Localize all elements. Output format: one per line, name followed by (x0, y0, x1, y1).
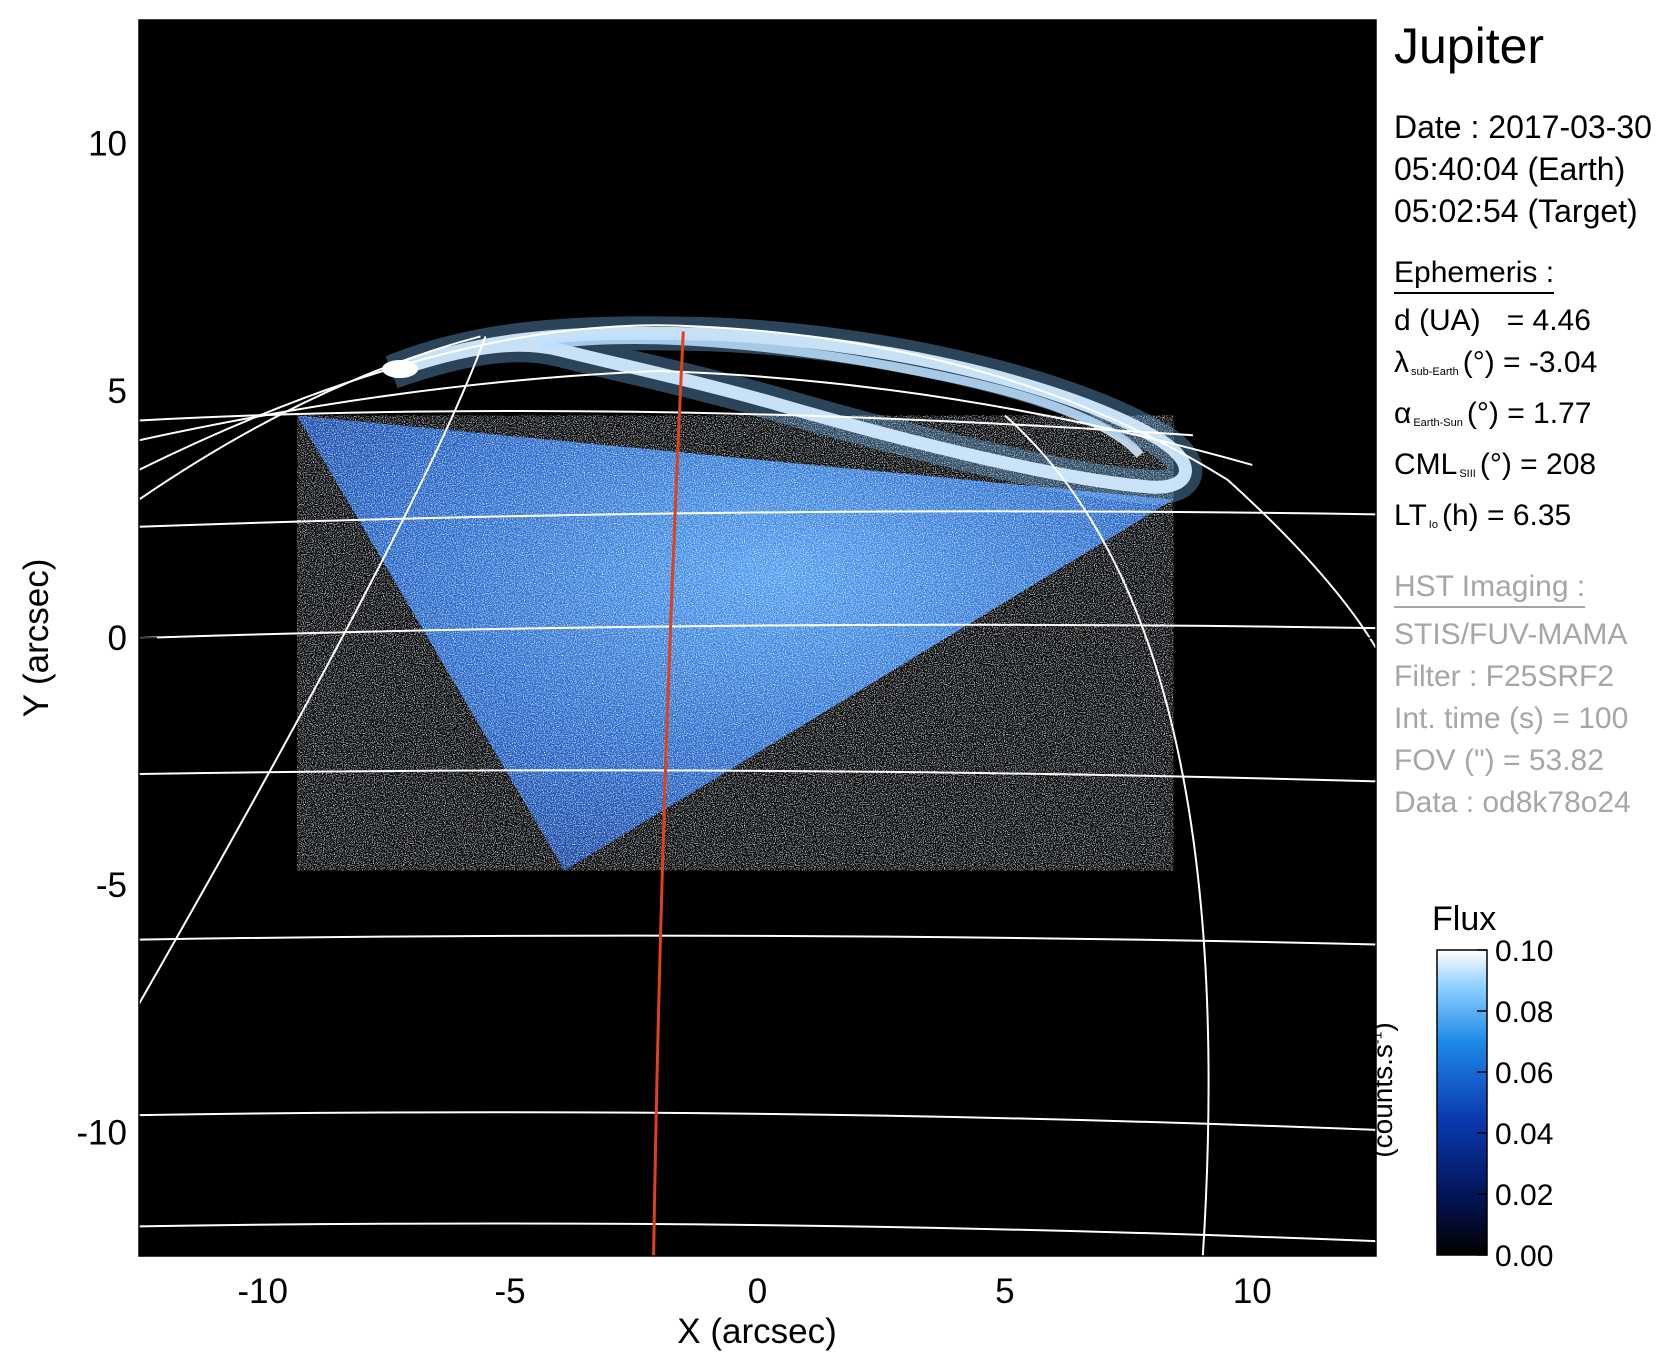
ephemeris-cml: CML SIII (°) = 208 (1394, 444, 1676, 495)
ephemeris-header: Ephemeris : (1394, 254, 1555, 294)
colorbar-unit-sup: -1 (1368, 1031, 1385, 1045)
observed-region-noise (297, 415, 1174, 871)
latitude-line (139, 409, 1193, 437)
hst-block: HST Imaging : STIS/FUV-MAMA Filter : F25… (1394, 566, 1676, 824)
lt-value: (h) = 6.35 (1441, 499, 1572, 532)
target-title: Jupiter (1394, 18, 1545, 74)
cml-value: (°) = 208 (1479, 448, 1597, 481)
auroral-oval (382, 316, 1203, 505)
colorbar-title: Flux (1432, 900, 1497, 938)
longitude-line (139, 336, 487, 1005)
x-tick-label: 10 (1233, 1272, 1272, 1311)
hst-header: HST Imaging : (1394, 568, 1586, 608)
y-tick-label: 10 (88, 125, 127, 164)
colorbar-tick-label: 0.08 (1495, 996, 1553, 1029)
colorbar-tick-label: 0.00 (1495, 1240, 1553, 1273)
colorbar-tick-label: 0.02 (1495, 1179, 1553, 1212)
hst-filter: Filter : F25SRF2 (1394, 660, 1615, 693)
y-axis-label: Y (arcsec) (17, 559, 56, 718)
x-tick-label: -5 (495, 1272, 526, 1311)
lambda-symbol: λ (1394, 346, 1409, 379)
latitude-line (139, 370, 1253, 466)
axis-ticks: -10 -5 0 5 10 10 5 0 -5 -10 (76, 20, 1376, 1311)
x-tick-label: 5 (995, 1272, 1014, 1311)
colorbar (1436, 949, 1488, 1256)
latitude-line (139, 1111, 1376, 1131)
x-tick-label: 0 (748, 1272, 767, 1311)
distance-value: = 4.46 (1506, 304, 1591, 337)
date-line: Date : 2017-03-30 (1394, 109, 1652, 145)
x-axis-label: X (arcsec) (677, 1312, 836, 1351)
planetographic-grid (139, 324, 1376, 1256)
red-meridian-line (652, 331, 685, 1256)
colorbar-tick-label: 0.06 (1495, 1057, 1553, 1090)
auroral-main-arc (389, 326, 1192, 494)
limb-line (139, 324, 1376, 649)
hst-instrument: STIS/FUV-MAMA (1394, 618, 1628, 651)
y-tick-label: 0 (108, 619, 127, 658)
y-tick-label: -5 (96, 866, 127, 905)
date-block: Date : 2017-03-30 05:40:04 (Earth) 05:02… (1394, 106, 1676, 232)
latitude-line (139, 623, 1376, 639)
ephemeris-sub-earth-lat: λ sub-Earth (°) = -3.04 (1394, 342, 1676, 393)
alpha-symbol: α (1394, 397, 1412, 430)
lambda-value: (°) = -3.04 (1462, 346, 1598, 379)
colorbar-ticks: 0.10 0.08 0.06 0.04 0.02 0.00 (1477, 935, 1553, 1273)
alpha-subscript: Earth-Sun (1413, 417, 1463, 429)
ephemeris-distance: d (UA) = 4.46 (1394, 300, 1676, 342)
latitude-line (139, 934, 1376, 946)
latitude-line (139, 769, 1376, 783)
ephemeris-local-time: LT Io (h) = 6.35 (1394, 495, 1676, 546)
colorbar-unit-main: (counts.s (1367, 1044, 1398, 1158)
hst-fov: FOV (") = 53.82 (1394, 744, 1604, 777)
earth-time: 05:40:04 (Earth) (1394, 151, 1626, 187)
cml-subscript: SIII (1459, 468, 1476, 480)
lambda-subscript: sub-Earth (1411, 366, 1459, 378)
lt-subscript: Io (1428, 519, 1438, 531)
latitude-line (139, 1222, 1376, 1243)
y-tick-label: 5 (108, 372, 127, 411)
ephemeris-block: Ephemeris : d (UA) = 4.46 λ sub-Earth (°) =… (1394, 252, 1676, 546)
auroral-halo (385, 316, 1203, 505)
colorbar-unit-end: ) (1367, 1022, 1398, 1032)
hst-data-id: Data : od8k78o24 (1394, 786, 1631, 819)
target-time: 05:02:54 (Target) (1394, 193, 1638, 229)
ephemeris-phase-angle: α Earth-Sun (°) = 1.77 (1394, 393, 1676, 444)
y-tick-label: -10 (76, 1113, 127, 1152)
lt-label: LT (1394, 499, 1427, 532)
hst-int-time: Int. time (s) = 100 (1394, 702, 1629, 735)
alpha-value: (°) = 1.77 (1466, 397, 1592, 430)
distance-label: d (UA) (1394, 304, 1481, 337)
limb-line (139, 335, 481, 501)
cml-label: CML (1394, 448, 1458, 481)
colorbar-tick-label: 0.10 (1495, 935, 1553, 968)
colorbar-tick-label: 0.04 (1495, 1118, 1553, 1151)
latitude-line (139, 510, 1376, 528)
colorbar-unit: (counts.s-1) (1367, 1022, 1399, 1157)
x-tick-label: -10 (237, 1272, 288, 1311)
info-panel: Jupiter Date : 2017-03-30 05:40:04 (Eart… (1394, 14, 1676, 824)
longitude-line (1004, 414, 1210, 1256)
